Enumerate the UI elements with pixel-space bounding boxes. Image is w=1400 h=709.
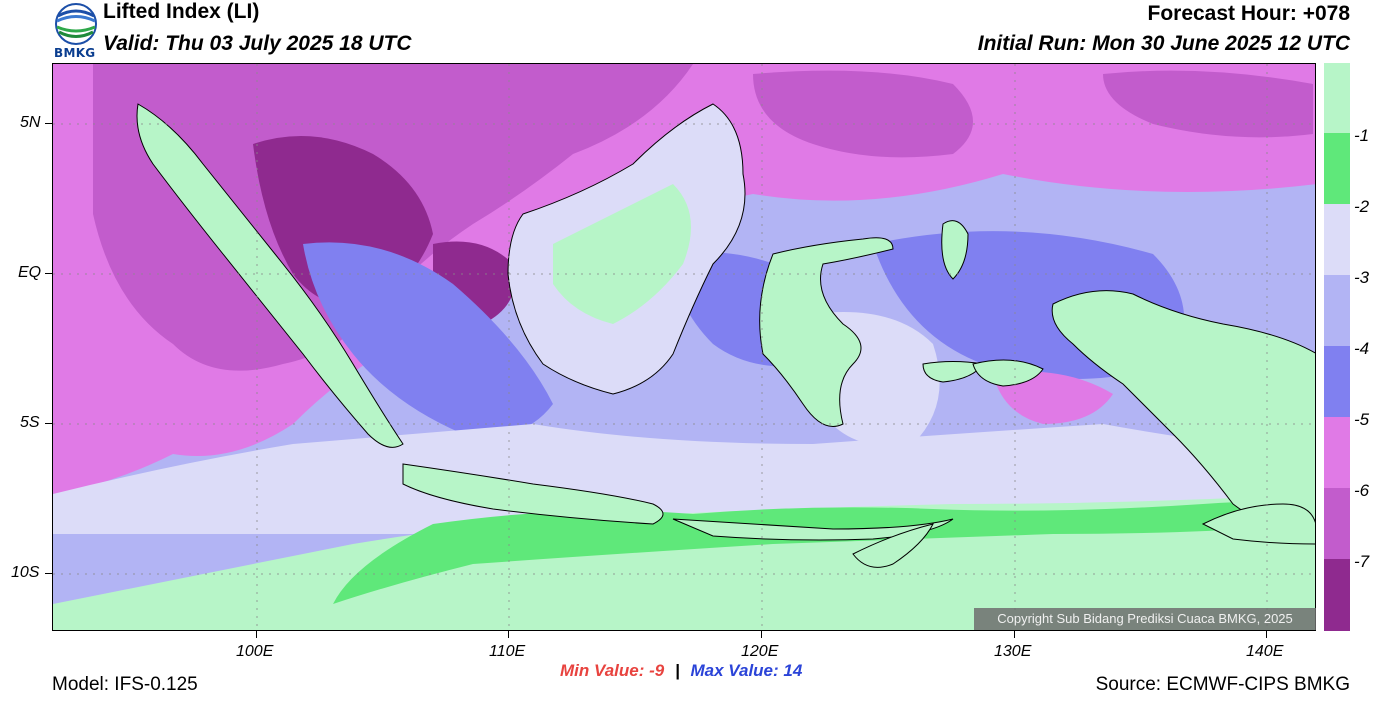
- lat-label: 5S: [20, 414, 40, 431]
- legend-label: -1: [1354, 126, 1370, 145]
- lon-label: 140E: [1246, 643, 1284, 660]
- legend-swatch: [1324, 63, 1350, 133]
- legend-swatch: [1324, 204, 1350, 275]
- lon-label: 130E: [994, 643, 1032, 660]
- lat-tick: [45, 573, 52, 574]
- lon-tick: [761, 631, 762, 638]
- source-info: Source: ECMWF-CIPS BMKG: [1095, 674, 1350, 695]
- lat-tick: [45, 123, 52, 124]
- legend-label: -3: [1354, 268, 1370, 287]
- lon-tick: [1266, 631, 1267, 638]
- lon-tick: [1014, 631, 1015, 638]
- lifted-index-field: [53, 64, 1315, 630]
- legend-swatch: [1324, 133, 1350, 204]
- legend-label: -7: [1354, 552, 1370, 571]
- legend-label: -5: [1354, 410, 1370, 429]
- legend-swatch: [1324, 275, 1350, 346]
- bmkg-emblem-icon: [55, 3, 97, 45]
- lon-tick: [256, 631, 257, 638]
- lon-label: 120E: [741, 643, 779, 660]
- forecast-hour: Forecast Hour: +078: [1147, 2, 1351, 25]
- legend-swatch: [1324, 488, 1350, 559]
- lon-tick: [508, 631, 509, 638]
- initial-run: Initial Run: Mon 30 June 2025 12 UTC: [977, 32, 1350, 55]
- map-title: Lifted Index (LI): [103, 0, 260, 23]
- legend-swatch: [1324, 346, 1350, 417]
- color-legend: [1324, 63, 1350, 631]
- legend-label: -4: [1354, 339, 1370, 358]
- lon-label: 110E: [489, 643, 526, 660]
- max-value: 14: [783, 661, 803, 680]
- logo-text: BMKG: [54, 46, 96, 60]
- bmkg-logo: BMKG: [52, 2, 100, 60]
- lat-label: 10S: [11, 564, 40, 581]
- lat-tick: [45, 423, 52, 424]
- stats-separator: |: [674, 661, 680, 680]
- min-value: -9: [649, 661, 665, 680]
- legend-label: -2: [1354, 197, 1370, 216]
- valid-time: Valid: Thu 03 July 2025 18 UTC: [103, 32, 412, 55]
- lat-label: 5N: [20, 114, 41, 131]
- li-map: [52, 63, 1316, 631]
- min-max-values: Min Value: -9 | Max Value: 14: [560, 661, 802, 681]
- legend-swatch: [1324, 417, 1350, 488]
- max-label: Max Value:: [690, 661, 779, 680]
- lat-label: EQ: [18, 264, 42, 281]
- copyright-notice: Copyright Sub Bidang Prediksi Cuaca BMKG…: [974, 608, 1316, 630]
- lat-tick: [45, 273, 52, 274]
- legend-swatch: [1324, 559, 1350, 631]
- lon-label: 100E: [236, 643, 274, 660]
- min-label: Min Value:: [560, 661, 645, 680]
- legend-label: -6: [1354, 481, 1370, 500]
- model-info: Model: IFS-0.125: [52, 674, 198, 695]
